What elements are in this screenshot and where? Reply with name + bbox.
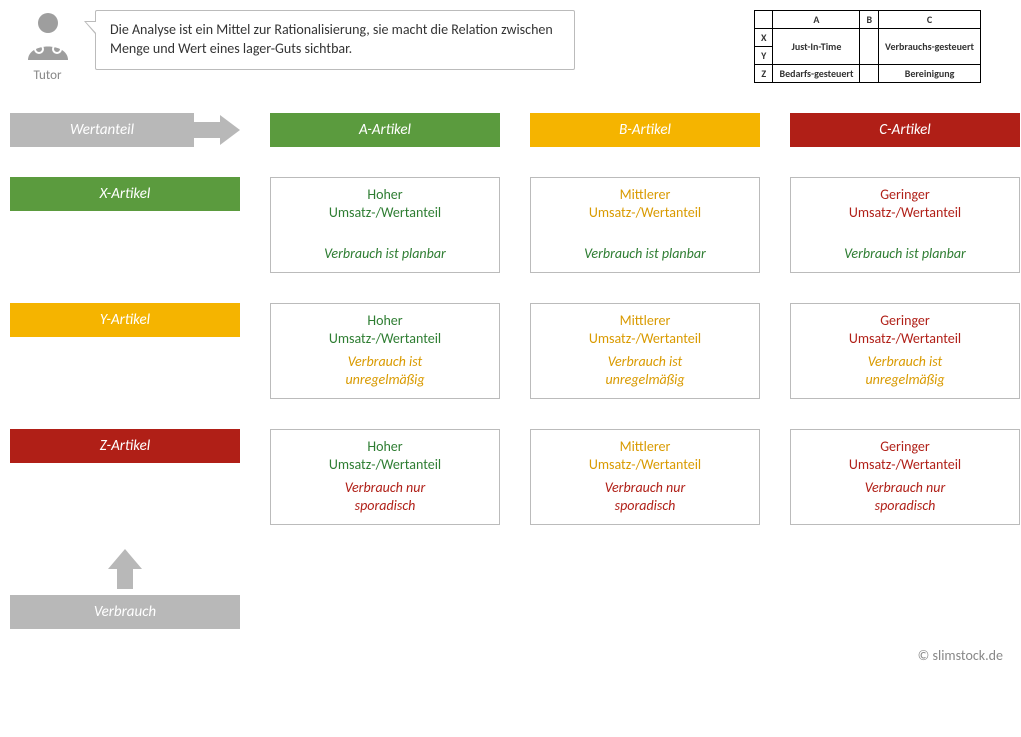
tutor-speech-text: Die Analyse ist ein Mittel zur Rationali… [110,21,553,57]
cell-zc-title: Geringer Umsatz-/Wertanteil [797,438,1013,473]
cell-xc: Geringer Umsatz-/Wertanteil Verbrauch is… [790,177,1020,273]
row-header-x: X-Artikel [10,177,240,211]
col-header-c: C-Artikel [790,113,1020,147]
cell-xc-title: Geringer Umsatz-/Wertanteil [797,186,1013,221]
cell-yc-title: Geringer Umsatz-/Wertanteil [797,312,1013,347]
tutor-icon [23,10,73,66]
cell-xa-sub: Verbrauch ist planbar [277,245,493,263]
header-row: Tutor Die Analyse ist ein Mittel zur Rat… [10,10,1011,83]
col-header-b: B-Artikel [530,113,760,147]
arrow-up-icon [108,549,142,589]
cell-yc: Geringer Umsatz-/Wertanteil Verbrauch is… [790,303,1020,399]
mini-cell-xc: Verbrauchs-gesteuert [879,29,981,65]
cell-xa-title: Hoher Umsatz-/Wertanteil [277,186,493,221]
mini-col-c: C [879,11,981,29]
mini-row-z: Z [754,65,773,83]
cell-za-title: Hoher Umsatz-/Wertanteil [277,438,493,473]
cell-yc-sub: Verbrauch ist unregelmäßig [797,353,1013,388]
verbrauch-label: Verbrauch [10,595,240,629]
mini-cell-zc: Bereinigung [879,65,981,83]
abcxyz-grid: Wertanteil A-Artikel B-Artikel C-Artikel… [10,113,1011,629]
cell-xb-sub: Verbrauch ist planbar [537,245,753,263]
mini-corner [754,11,773,29]
cell-yb-title: Mittlerer Umsatz-/Wertanteil [537,312,753,347]
mini-cell-xb [860,29,879,65]
cell-ya-sub: Verbrauch ist unregelmäßig [277,353,493,388]
row-header-y: Y-Artikel [10,303,240,337]
cell-zc-sub: Verbrauch nur sporadisch [797,479,1013,514]
tutor-label: Tutor [10,68,85,83]
verbrauch-axis: Verbrauch [10,549,240,629]
cell-za-sub: Verbrauch nur sporadisch [277,479,493,514]
col-header-a: A-Artikel [270,113,500,147]
cell-xa: Hoher Umsatz-/Wertanteil Verbrauch ist p… [270,177,500,273]
mini-cell-zb [860,65,879,83]
copyright: © slimstock.de [10,647,1011,664]
mini-cell-za: Bedarfs-gesteuert [773,65,860,83]
mini-row-y: Y [754,47,773,65]
cell-zb-title: Mittlerer Umsatz-/Wertanteil [537,438,753,473]
wertanteil-axis: Wertanteil [10,113,240,147]
mini-col-a: A [773,11,860,29]
mini-cell-xa: Just-In-Time [773,29,860,65]
cell-zc: Geringer Umsatz-/Wertanteil Verbrauch nu… [790,429,1020,525]
mini-col-b: B [860,11,879,29]
cell-xb: Mittlerer Umsatz-/Wertanteil Verbrauch i… [530,177,760,273]
arrow-right-icon [194,113,240,147]
mini-matrix: A B C X Just-In-Time Verbrauchs-gesteuer… [754,10,981,83]
tutor-block: Tutor [10,10,85,83]
cell-ya-title: Hoher Umsatz-/Wertanteil [277,312,493,347]
cell-zb: Mittlerer Umsatz-/Wertanteil Verbrauch n… [530,429,760,525]
cell-zb-sub: Verbrauch nur sporadisch [537,479,753,514]
cell-yb: Mittlerer Umsatz-/Wertanteil Verbrauch i… [530,303,760,399]
cell-xb-title: Mittlerer Umsatz-/Wertanteil [537,186,753,221]
mini-row-x: X [754,29,773,47]
cell-yb-sub: Verbrauch ist unregelmäßig [537,353,753,388]
row-header-z: Z-Artikel [10,429,240,463]
cell-za: Hoher Umsatz-/Wertanteil Verbrauch nur s… [270,429,500,525]
wertanteil-label: Wertanteil [10,113,194,147]
tutor-speech-bubble: Die Analyse ist ein Mittel zur Rationali… [95,10,575,70]
cell-xc-sub: Verbrauch ist planbar [797,245,1013,263]
mini-matrix-table: A B C X Just-In-Time Verbrauchs-gesteuer… [754,10,981,83]
cell-ya: Hoher Umsatz-/Wertanteil Verbrauch ist u… [270,303,500,399]
